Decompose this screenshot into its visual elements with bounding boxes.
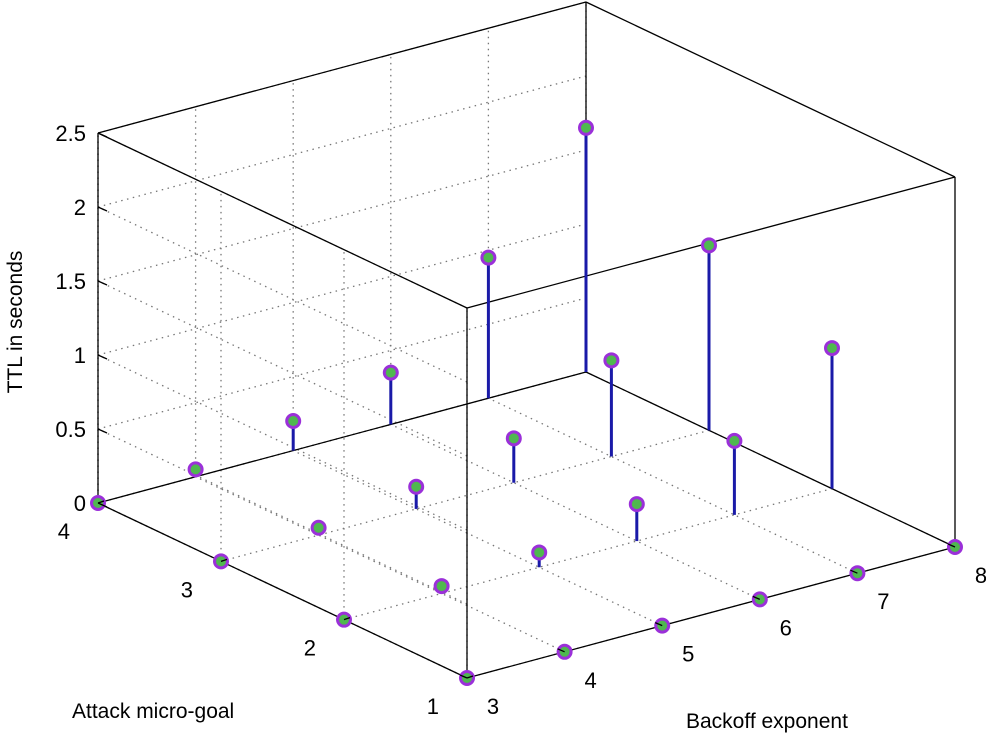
stem-marker [312, 521, 325, 534]
z-tick [98, 207, 107, 211]
stem-marker [728, 434, 741, 447]
x-tick-label: 8 [975, 563, 986, 588]
grid-line [98, 207, 467, 382]
z-tick-label: 1 [74, 343, 86, 368]
z-tick [98, 355, 107, 359]
stem-marker [384, 366, 397, 379]
y-axis-label: Attack micro-goal [72, 700, 234, 723]
grid-line [98, 76, 586, 207]
grid-line [98, 355, 467, 530]
stem-marker [533, 546, 546, 559]
grid-line [293, 451, 662, 626]
x-tick-label: 4 [584, 668, 596, 693]
stem-marker [482, 251, 495, 264]
stem-marker [580, 121, 593, 134]
grid-line [98, 281, 467, 456]
stem-marker [435, 580, 448, 593]
z-tick-label: 2 [74, 195, 86, 220]
y-tick-label: 1 [427, 694, 439, 719]
box-edge [586, 372, 955, 547]
box-edge [98, 133, 467, 308]
grid-line [196, 477, 565, 652]
box-edge [98, 2, 586, 133]
z-tick-label: 2.5 [55, 121, 86, 146]
z-tick [98, 133, 107, 137]
x-axis-label: Backoff exponent [686, 710, 848, 733]
y-tick-label: 4 [58, 519, 70, 544]
tick-labels: 0 0.5 1 1.5 2 2.5 1 2 3 4 3 4 5 6 7 8 [55, 121, 986, 719]
grid-lines [98, 2, 955, 678]
x-tick-label: 5 [682, 642, 694, 667]
z-tick-label: 1.5 [55, 269, 86, 294]
z-tick-label: 0.5 [55, 417, 86, 442]
x-tick-label: 3 [487, 694, 499, 719]
stem-marker [630, 498, 643, 511]
z-tick-label: 0 [74, 491, 86, 516]
stem-marker [507, 432, 520, 445]
box-edge [98, 503, 467, 678]
stem-marker [703, 239, 716, 252]
grid-line [98, 150, 586, 281]
grid-line [391, 424, 760, 599]
stem-marker [410, 480, 423, 493]
x-tick-label: 6 [780, 615, 792, 640]
grid-line [98, 429, 467, 604]
stem-series [92, 121, 962, 684]
z-tick [98, 281, 107, 285]
grid-line [98, 224, 586, 355]
grid-line [98, 298, 586, 429]
stem-marker [287, 415, 300, 428]
stem-marker [826, 342, 839, 355]
stem-marker [189, 463, 202, 476]
y-tick-label: 2 [304, 636, 316, 661]
x-tick-label: 7 [877, 589, 889, 614]
y-tick-label: 3 [181, 577, 193, 602]
z-tick [98, 429, 107, 433]
axes-box [98, 2, 955, 678]
box-edge [586, 2, 955, 177]
z-axis-label: TTL in seconds [4, 251, 27, 394]
stem-marker [605, 354, 618, 367]
